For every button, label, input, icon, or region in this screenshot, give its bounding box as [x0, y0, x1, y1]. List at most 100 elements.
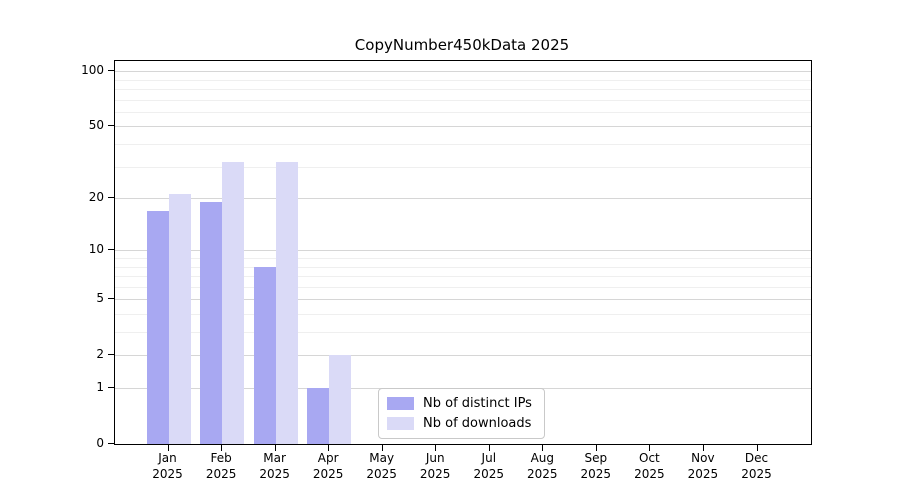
- plot-area: Nb of distinct IPs Nb of downloads: [114, 60, 812, 445]
- bar-downloads-mar: [275, 161, 298, 444]
- x-tick-label-mar: Mar 2025: [243, 450, 307, 482]
- x-tick-month: Dec: [744, 451, 769, 465]
- minor-gridline: [115, 166, 811, 168]
- minor-gridline: [115, 286, 811, 288]
- legend-row-distinct-ips: Nb of distinct IPs: [387, 396, 532, 411]
- y-tick: [108, 354, 114, 356]
- legend-swatch-distinct-ips: [387, 397, 414, 410]
- y-tick-label: 50: [88, 118, 104, 133]
- y-tick: [108, 387, 114, 388]
- minor-gridline: [115, 332, 811, 333]
- x-tick-label-jun: Jun 2025: [403, 450, 467, 482]
- legend-label-downloads: Nb of downloads: [423, 416, 532, 431]
- bar-ips-feb: [200, 202, 223, 444]
- x-tick-year: 2025: [366, 467, 397, 481]
- minor-gridline: [115, 89, 811, 90]
- bar-downloads-apr: [329, 355, 352, 444]
- minor-gridline: [115, 266, 811, 268]
- x-tick-year: 2025: [687, 467, 719, 481]
- x-tick: [595, 445, 597, 451]
- x-tick-month: Mar: [263, 451, 286, 465]
- x-tick-label-feb: Feb 2025: [189, 450, 253, 482]
- x-tick: [756, 445, 758, 451]
- minor-gridline: [115, 111, 811, 113]
- legend-swatch-downloads: [387, 417, 414, 430]
- minor-gridline: [115, 79, 811, 81]
- x-tick-month: Sep: [584, 451, 608, 465]
- x-tick-year: 2025: [741, 467, 772, 481]
- x-tick-month: Apr: [317, 451, 339, 465]
- y-tick: [108, 125, 114, 127]
- legend-label-distinct-ips: Nb of distinct IPs: [423, 396, 532, 411]
- chart-title: CopyNumber450kData 2025: [354, 36, 570, 54]
- x-tick: [274, 445, 276, 451]
- x-tick-label-may: May 2025: [350, 450, 414, 482]
- minor-gridline: [115, 276, 811, 277]
- x-tick: [542, 445, 544, 451]
- y-tick: [108, 249, 114, 251]
- bar-ips-jan: [146, 210, 169, 444]
- x-tick-label-aug: Aug 2025: [510, 450, 574, 482]
- legend-row-downloads: Nb of downloads: [387, 416, 532, 431]
- bar-ips-mar: [253, 266, 276, 444]
- x-tick-year: 2025: [634, 467, 665, 481]
- y-tick: [108, 443, 114, 444]
- y-tick-label: 20: [88, 190, 104, 205]
- x-tick-month: Nov: [691, 451, 715, 465]
- x-tick-month: Jan: [158, 451, 177, 465]
- x-tick-month: May: [369, 451, 395, 465]
- x-tick: [649, 445, 651, 451]
- x-tick-year: 2025: [419, 467, 451, 481]
- bar-downloads-jan: [168, 194, 191, 444]
- minor-gridline: [115, 144, 811, 145]
- x-tick-label-oct: Oct 2025: [617, 450, 681, 482]
- x-tick: [221, 445, 223, 451]
- x-tick-year: 2025: [205, 467, 237, 481]
- x-tick: [381, 445, 383, 451]
- x-tick-month: Jun: [425, 451, 445, 465]
- y-tick-label: 5: [96, 291, 104, 306]
- major-gridline: [115, 126, 811, 128]
- minor-gridline: [115, 314, 811, 315]
- y-tick: [108, 70, 114, 72]
- x-tick: [488, 445, 490, 451]
- x-tick: [167, 445, 169, 451]
- y-tick-label: 1: [96, 380, 104, 394]
- y-tick-label: 2: [96, 347, 104, 362]
- major-gridline: [115, 71, 811, 73]
- legend: Nb of distinct IPs Nb of downloads: [378, 388, 545, 439]
- x-tick: [702, 445, 704, 451]
- major-gridline: [115, 198, 811, 200]
- x-tick-month: Oct: [639, 451, 660, 465]
- bar-ips-apr: [307, 388, 330, 444]
- x-tick-year: 2025: [473, 467, 505, 481]
- minor-gridline: [115, 99, 811, 101]
- x-tick-year: 2025: [527, 467, 558, 481]
- x-tick-month: Aug: [530, 451, 555, 465]
- x-tick-label-jul: Jul 2025: [457, 450, 521, 482]
- x-tick-year: 2025: [580, 467, 612, 481]
- x-tick-month: Jul: [481, 451, 497, 465]
- x-tick-label-apr: Apr 2025: [296, 450, 360, 482]
- major-gridline: [115, 250, 811, 252]
- major-gridline: [115, 355, 811, 357]
- x-tick: [435, 445, 437, 451]
- x-tick-year: 2025: [312, 467, 344, 481]
- minor-gridline: [115, 258, 811, 259]
- bar-downloads-feb: [222, 161, 245, 444]
- x-tick-month: Feb: [210, 451, 232, 465]
- x-tick-label-dec: Dec 2025: [725, 450, 789, 482]
- y-tick: [108, 298, 114, 300]
- x-tick-label-jan: Jan 2025: [136, 450, 200, 482]
- y-tick-label: 100: [81, 63, 104, 78]
- y-tick-label: 0: [96, 436, 104, 450]
- x-tick: [328, 445, 330, 451]
- x-tick-label-sep: Sep 2025: [564, 450, 628, 482]
- x-tick-label-nov: Nov 2025: [671, 450, 735, 482]
- y-tick: [108, 197, 114, 199]
- x-tick-year: 2025: [152, 467, 183, 481]
- x-tick-year: 2025: [259, 467, 290, 481]
- y-tick-label: 10: [88, 242, 104, 257]
- major-gridline: [115, 299, 811, 301]
